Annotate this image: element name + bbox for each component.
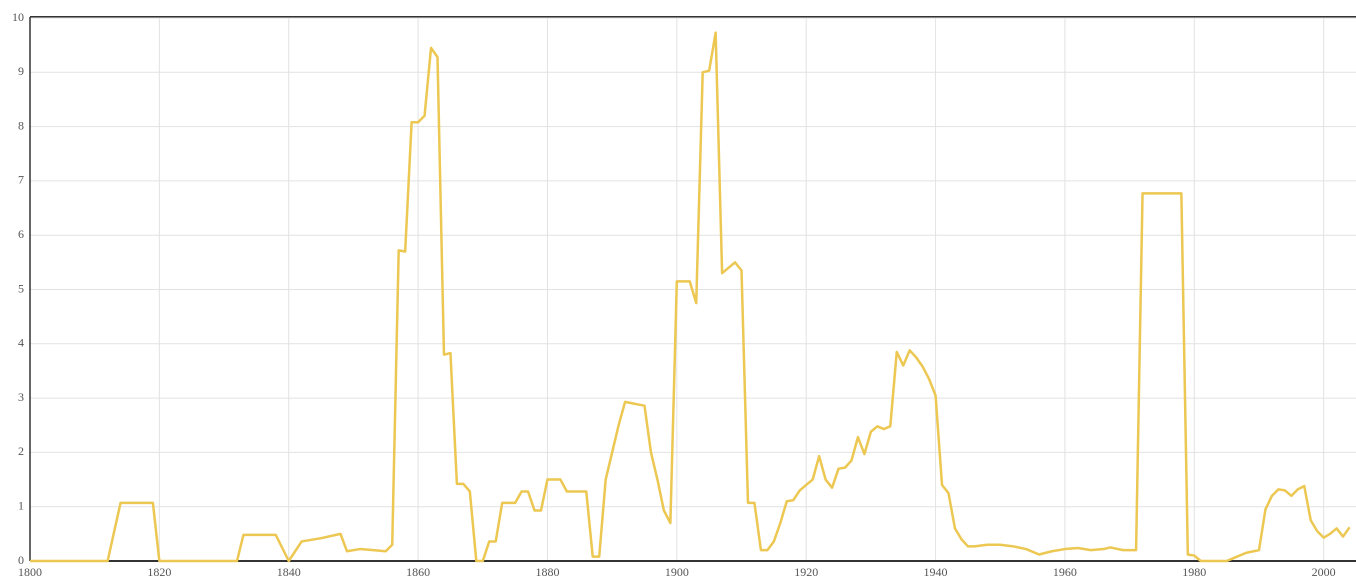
line-series xyxy=(30,31,1351,563)
y-tick-label: 4 xyxy=(18,336,24,350)
x-tick-label: 1920 xyxy=(794,565,818,579)
y-tick-label: 2 xyxy=(18,444,24,458)
x-tick-label: 1860 xyxy=(406,565,430,579)
y-tick-label: 10 xyxy=(12,10,24,24)
y-tick-label: 5 xyxy=(18,281,24,295)
x-tick-label: 2000 xyxy=(1312,565,1336,579)
x-tick-label: 1880 xyxy=(535,565,559,579)
x-tick-label: 1820 xyxy=(147,565,171,579)
y-tick-label: 1 xyxy=(18,498,24,512)
x-tick-label: 1960 xyxy=(1053,565,1077,579)
y-tick-label: 8 xyxy=(18,118,24,132)
x-tick-label: 1940 xyxy=(924,565,948,579)
y-tick-label: 7 xyxy=(18,173,24,187)
x-tick-label: 1980 xyxy=(1182,565,1206,579)
x-tick-label: 1840 xyxy=(277,565,301,579)
x-tick-label: 1900 xyxy=(665,565,689,579)
y-tick-label: 0 xyxy=(18,553,24,567)
y-tick-label: 6 xyxy=(18,227,24,241)
y-tick-label: 3 xyxy=(18,390,24,404)
x-tick-label: 1800 xyxy=(18,565,42,579)
y-tick-label: 9 xyxy=(18,64,24,78)
